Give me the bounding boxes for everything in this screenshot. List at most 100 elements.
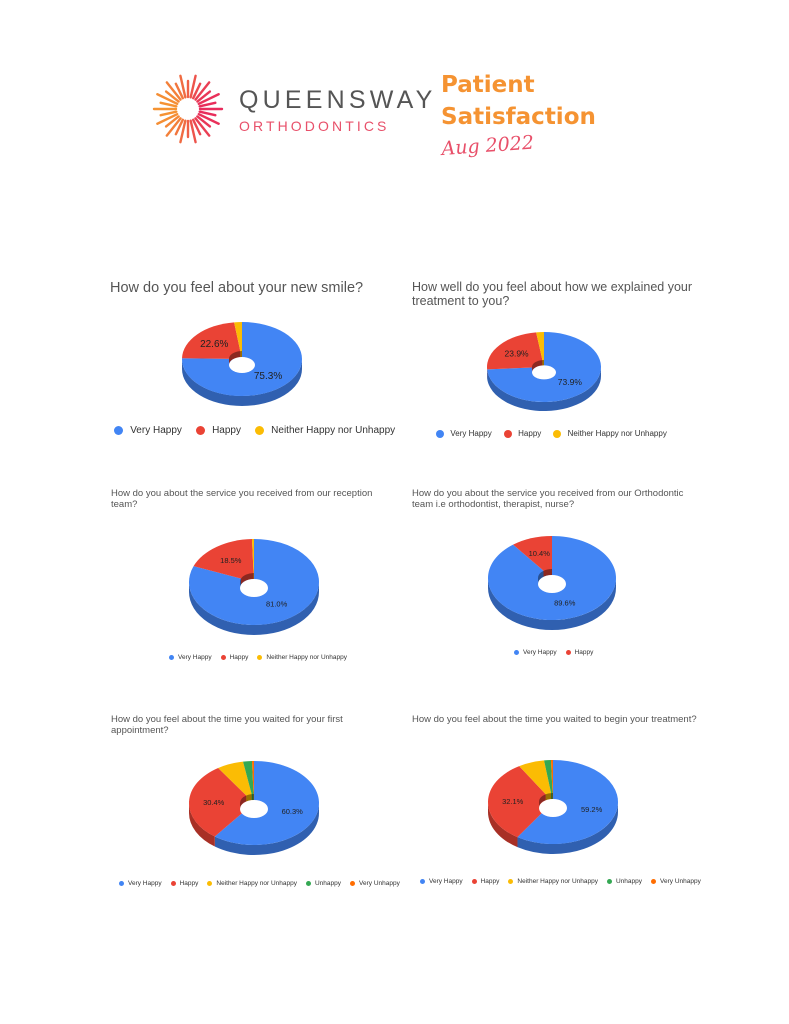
chart-panel-treatment-start-wait: How do you feel about the time you waite… — [412, 714, 712, 915]
pie-slice-happy — [488, 766, 553, 838]
pie-data-label: 89.6% — [554, 598, 576, 607]
legend-swatch — [207, 881, 213, 886]
donut-hole-wall — [538, 570, 544, 584]
pie-slice-neither-happy-nor-unhappy — [251, 539, 254, 582]
chart-title: How do you about the service you receive… — [111, 488, 373, 510]
pie-data-label: 23.9% — [505, 348, 530, 358]
pie-slice-side-very-happy — [488, 578, 616, 630]
pie-chart: 81.0% 18.5% — [189, 539, 319, 635]
legend-item: Happy — [170, 880, 199, 887]
pie-chart: 59.2% 32.1% — [488, 760, 618, 854]
chart-title: How do you feel about the time you waite… — [412, 714, 697, 725]
legend-item: Neither Happy nor Unhappy — [207, 880, 297, 887]
donut-hole-wall — [542, 360, 544, 366]
legend-label: Unhappy — [615, 878, 643, 885]
logo-word-orthodontics: ORTHODONTICS — [239, 118, 390, 134]
legend-item: Happy — [503, 429, 541, 438]
legend-label: Happy — [179, 880, 199, 887]
donut-hole-wall — [246, 794, 252, 802]
sunburst-ray — [196, 90, 212, 103]
donut-hole-wall — [240, 351, 242, 358]
chart-title: How do you feel about your new smile? — [110, 280, 364, 296]
legend-label: Neither Happy nor Unhappy — [567, 429, 667, 438]
donut-hole — [532, 365, 556, 380]
pie-slice-happy — [193, 539, 254, 582]
legend-label: Neither Happy nor Unhappy — [517, 878, 598, 885]
legend-item: Very Happy — [420, 878, 463, 885]
pie-data-label: 73.9% — [558, 377, 583, 387]
sunburst-ray — [165, 81, 182, 101]
pie-chart: 75.3% 22.6% — [182, 322, 302, 406]
pie-data-label: 10.4% — [529, 549, 551, 558]
legend-swatch — [305, 881, 311, 886]
legend-label: Very Happy — [450, 429, 492, 438]
donut-hole-wall — [229, 351, 241, 365]
legend-swatch — [436, 429, 444, 438]
legend-item: Happy — [195, 425, 241, 436]
legend-item: Very Happy — [169, 654, 212, 661]
donut-hole-wall — [240, 573, 254, 585]
sunburst-ray — [197, 113, 220, 125]
donut-hole-wall — [240, 795, 247, 809]
legend-label: Happy — [574, 649, 594, 656]
legend-label: Very Happy — [523, 649, 557, 656]
header-title-line-1: Patient — [441, 72, 535, 98]
legend-swatch — [114, 426, 123, 435]
sunburst-ray — [174, 82, 184, 100]
queensway-logo: QUEENSWAY ORTHODONTICS Patient Satisfact… — [152, 72, 596, 160]
legend-swatch — [195, 426, 205, 435]
legend-label: Happy — [480, 878, 500, 885]
chart-panel-new-smile: How do you feel about your new smile? 75.… — [110, 280, 410, 480]
pie-slice-very-happy — [214, 761, 319, 845]
chart-panel-reception-service: How do you about the service you receive… — [111, 488, 411, 689]
pie-data-label: 59.2% — [581, 805, 603, 814]
sunburst-ray — [192, 118, 202, 136]
pie-chart: 73.9% 23.9% — [487, 332, 601, 411]
legend-item: Unhappy — [305, 880, 341, 887]
legend-item: Neither Happy nor Unhappy — [257, 654, 347, 661]
sunburst-ray — [159, 101, 178, 108]
donut-hole-wall — [543, 569, 552, 577]
sunburst-ray — [194, 117, 211, 137]
logo-word-queensway: QUEENSWAY — [239, 86, 437, 114]
donut-hole-wall — [251, 794, 254, 801]
legend-label: Happy — [212, 425, 241, 436]
legend-label: Very Happy — [128, 880, 162, 887]
donut-hole-wall — [240, 578, 241, 588]
pie-data-label: 75.3% — [254, 371, 282, 382]
pie-slice-happy — [487, 332, 544, 370]
legend-swatch — [350, 881, 356, 886]
donut-hole — [240, 579, 268, 597]
legend-swatch — [553, 429, 562, 438]
legend-label: Neither Happy nor Unhappy — [216, 880, 297, 887]
chart-panel-orthodontic-team-service: How do you about the service you receive… — [412, 488, 712, 689]
legend-swatch — [119, 881, 124, 886]
pie-data-label: 32.1% — [502, 797, 524, 806]
legend-swatch — [565, 650, 571, 655]
pie-slice-side-very-happy — [517, 802, 618, 854]
pie-slice-happy — [189, 767, 254, 837]
header-title-line-2: Satisfaction — [441, 104, 596, 130]
pie-slice-very-unhappy — [550, 760, 553, 802]
sunburst-ray — [164, 90, 180, 103]
pie-slice-side-happy — [189, 803, 215, 847]
legend-label: Very Happy — [130, 425, 182, 436]
chart-title: How well do you feel about how we explai… — [412, 280, 693, 309]
sunburst-ray — [179, 119, 187, 144]
sunburst-ray — [198, 110, 217, 117]
sunburst-ray — [198, 101, 217, 108]
sunburst-ray — [197, 93, 220, 105]
pie-slice-side-happy — [488, 802, 518, 848]
pie-slice-unhappy — [243, 761, 254, 803]
donut-hole-wall — [551, 793, 553, 800]
legend-label: Very Unhappy — [660, 878, 701, 885]
donut-hole — [539, 799, 567, 817]
legend-item: Happy — [471, 878, 500, 885]
sunburst-ray — [179, 74, 187, 99]
sunburst-ray — [156, 113, 179, 125]
pie-slice-side-very-happy — [487, 367, 601, 411]
pie-slice-happy — [182, 322, 242, 359]
legend-item: Neither Happy nor Unhappy — [508, 878, 598, 885]
chart-legend: Very Happy Happy Neither Happy nor Unhappy… — [119, 880, 409, 887]
pie-slice-happy — [513, 536, 552, 578]
